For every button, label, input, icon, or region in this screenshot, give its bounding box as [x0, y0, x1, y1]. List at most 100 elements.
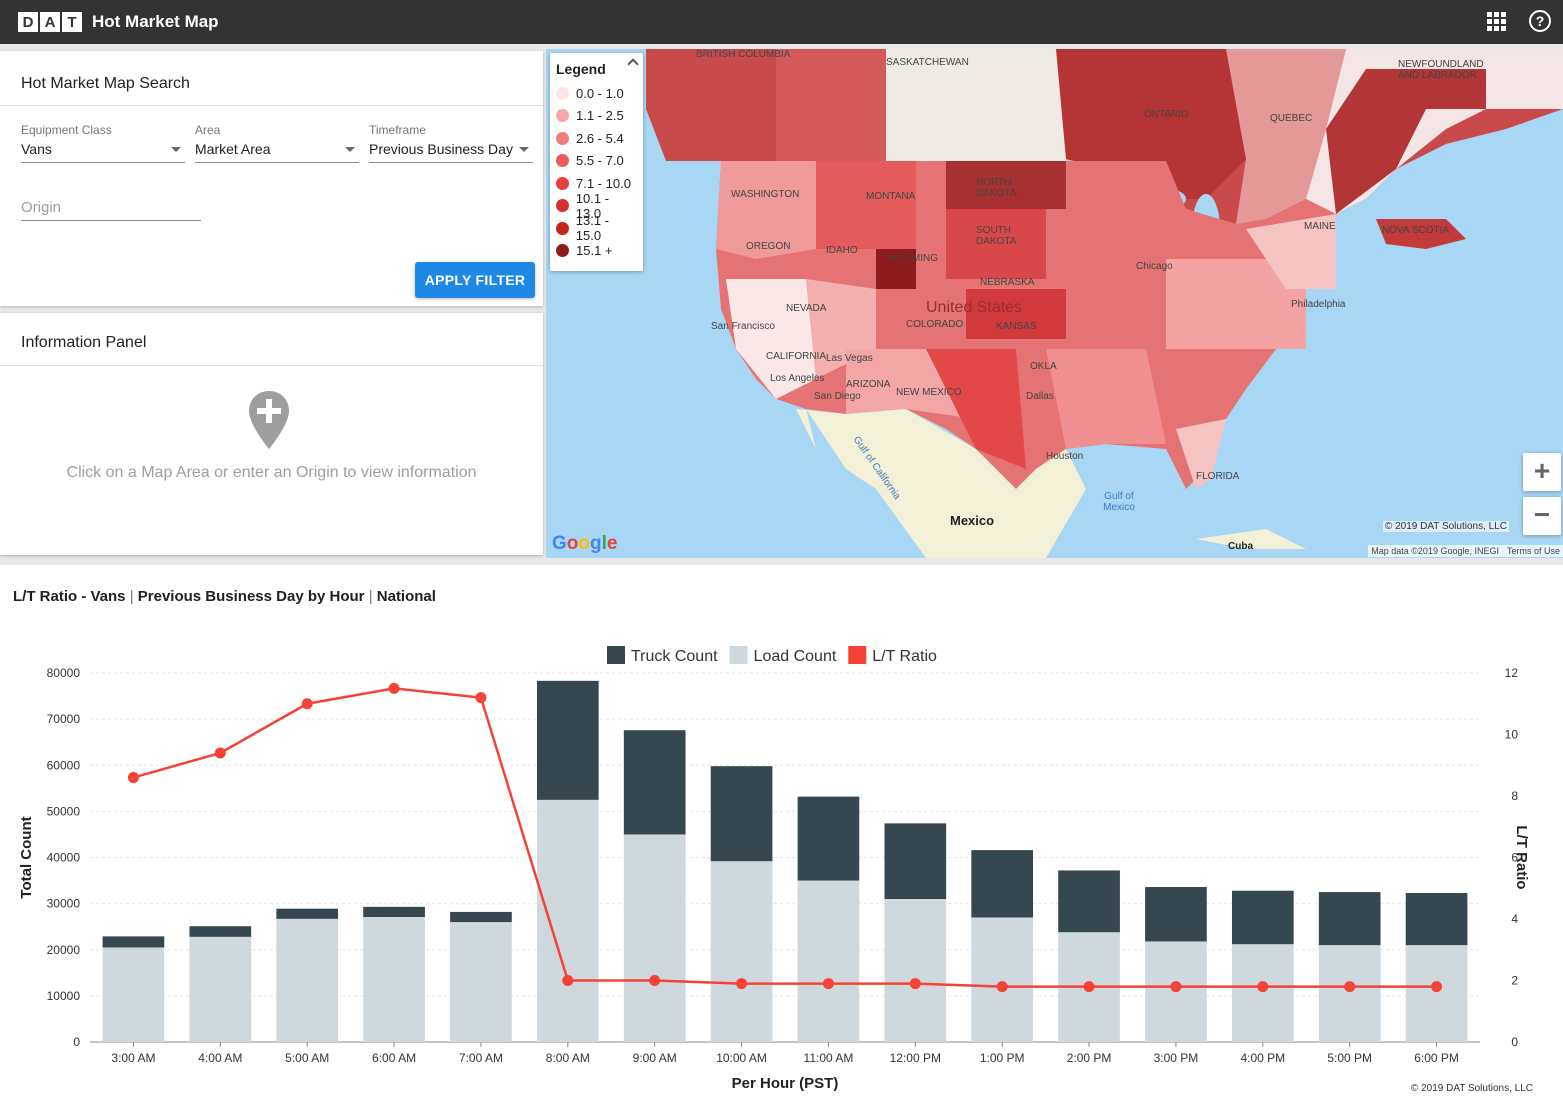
chart-title-part: L/T Ratio - Vans: [13, 588, 126, 605]
chart-legend-label: Truck Count: [631, 648, 718, 665]
apps-grid-icon[interactable]: [1485, 10, 1507, 32]
y2-tick-label: 4: [1511, 912, 1518, 926]
load-count-bar: [623, 834, 686, 1042]
chart-title-separator: |: [129, 588, 134, 605]
zoom-out-button[interactable]: −: [1523, 497, 1561, 535]
x-tick-label: 8:00 AM: [546, 1051, 590, 1065]
map-label-houston: Houston: [1046, 451, 1084, 462]
lt-ratio-point: [736, 978, 748, 990]
lt-ratio-point: [909, 978, 921, 990]
terms-of-use-link[interactable]: Terms of Use: [1506, 546, 1560, 556]
lt-ratio-point: [127, 772, 139, 784]
lt-ratio-point: [214, 747, 226, 759]
map-label-los-angeles: Los Angeles: [770, 373, 825, 384]
truck-count-bar: [971, 850, 1034, 918]
map-label-maine: MAINE: [1304, 221, 1336, 232]
legend-label: 7.1 - 10.0: [576, 175, 631, 191]
truck-count-bar: [1231, 890, 1294, 945]
logo-letter-d: D: [18, 12, 38, 32]
load-count-bar: [884, 899, 947, 1042]
logo-letter-t: T: [62, 12, 82, 32]
legend-label: 10.1 - 13.0: [575, 190, 610, 221]
map-label-new-mexico: NEW MEXICO: [896, 387, 962, 398]
map-label-oklahoma: OKLA: [1030, 361, 1057, 372]
lt-ratio-point: [1431, 981, 1443, 993]
timeframe-field: Timeframe Previous Business Day: [369, 123, 533, 163]
hot-market-map[interactable]: BRITISH COLUMBIA SASKATCHEWAN ONTARIO QU…: [546, 49, 1563, 558]
area-field: Area Market Area: [195, 123, 359, 163]
legend-title: Legend: [556, 61, 606, 77]
y-tick-label: 20000: [47, 943, 81, 957]
add-location-pin-icon: [249, 391, 289, 449]
chart-panel: L/T Ratio - Vans | Previous Business Day…: [0, 565, 1563, 1114]
lt-ratio-point: [649, 975, 661, 986]
map-label-san-diego: San Diego: [814, 391, 861, 402]
lt-ratio-point: [475, 692, 487, 704]
legend-swatch: [556, 109, 569, 123]
lt-ratio-chart[interactable]: 0 10000 20000 30000 40000 50000 60000 70000 8000…: [0, 565, 1563, 1114]
timeframe-select[interactable]: Previous Business Day: [369, 141, 533, 163]
legend-label: 13.1 - 15.0: [575, 213, 610, 244]
map-label-united-states: United States: [926, 299, 1023, 316]
load-count-bar: [797, 880, 860, 1042]
map-label-saskatchewan: SASKATCHEWAN: [886, 57, 969, 68]
legend-label: 15.1 +: [576, 243, 613, 259]
origin-input[interactable]: Origin: [21, 199, 201, 221]
load-count-bar: [276, 918, 339, 1042]
y-tick-label: 30000: [47, 897, 81, 911]
y2-tick-label: 0: [1511, 1035, 1518, 1049]
google-logo[interactable]: Google: [552, 533, 617, 555]
help-icon[interactable]: ?: [1529, 10, 1551, 32]
information-message: Click on a Map Area or enter an Origin t…: [66, 464, 477, 481]
legend-swatch: [556, 131, 569, 145]
truck-count-bar: [797, 796, 860, 881]
truck-count-bar: [1318, 892, 1381, 946]
map-data-credit: Map data ©2019 Google, INEGI: [1371, 546, 1499, 556]
chart-title: L/T Ratio - Vans | Previous Business Day…: [13, 588, 436, 605]
timeframe-label: Timeframe: [369, 123, 426, 137]
map-label-wyoming: WYOMING: [888, 253, 938, 264]
equipment-class-select[interactable]: Vans: [21, 141, 185, 163]
y2-tick-label: 2: [1511, 974, 1518, 988]
legend-item: 1.1 - 2.5: [556, 105, 637, 128]
y-tick-label: 80000: [47, 666, 81, 680]
zoom-in-button[interactable]: +: [1523, 453, 1561, 491]
load-count-bar: [710, 861, 773, 1042]
google-letter: g: [590, 533, 602, 554]
area-select[interactable]: Market Area: [195, 141, 359, 163]
x-tick-label: 11:00 AM: [804, 1051, 854, 1065]
map-label-nevada: NEVADA: [786, 303, 827, 314]
x-tick-label: 3:00 AM: [111, 1051, 155, 1065]
truck-count-bar: [363, 906, 425, 918]
truck-count-bar: [1058, 870, 1120, 933]
x-tick-label: 12:00 PM: [890, 1051, 941, 1065]
dat-logo[interactable]: D A T: [18, 12, 82, 32]
map-canvas[interactable]: [546, 49, 1563, 558]
map-label-philadelphia: Philadelphia: [1291, 299, 1346, 310]
legend-item: 10.1 - 13.0: [556, 191, 637, 221]
equipment-class-value: Vans: [21, 141, 52, 157]
legend-swatch: [556, 199, 569, 213]
map-label-chicago: Chicago: [1136, 261, 1173, 272]
lt-ratio-point: [1344, 981, 1356, 993]
y2-tick-label: 6: [1511, 851, 1518, 865]
apply-filter-button[interactable]: APPLY FILTER: [415, 262, 535, 298]
google-letter: G: [552, 533, 567, 554]
map-label-mexico: Mexico: [950, 513, 995, 528]
legend-item: 15.1 +: [556, 240, 637, 263]
truck-count-bar: [884, 823, 947, 900]
x-tick-label: 4:00 PM: [1240, 1051, 1285, 1065]
x-axis-title: Per Hour (PST): [732, 1075, 839, 1092]
lt-ratio-line: [133, 687, 1437, 988]
lt-ratio-point: [1170, 981, 1182, 993]
map-label-dallas: Dallas: [1026, 391, 1054, 402]
map-label-north-dakota: NORTH DAKOTA: [976, 177, 1017, 199]
legend-swatch: [556, 244, 569, 258]
chart-legend-label: Load Count: [754, 648, 837, 665]
x-tick-label: 4:00 AM: [198, 1051, 242, 1065]
truck-count-bar: [710, 766, 773, 862]
y-tick-label: 70000: [47, 712, 81, 726]
load-count-bar: [189, 936, 252, 1042]
x-tick-label: 1:00 PM: [980, 1051, 1025, 1065]
x-tick-label: 5:00 PM: [1327, 1051, 1372, 1065]
